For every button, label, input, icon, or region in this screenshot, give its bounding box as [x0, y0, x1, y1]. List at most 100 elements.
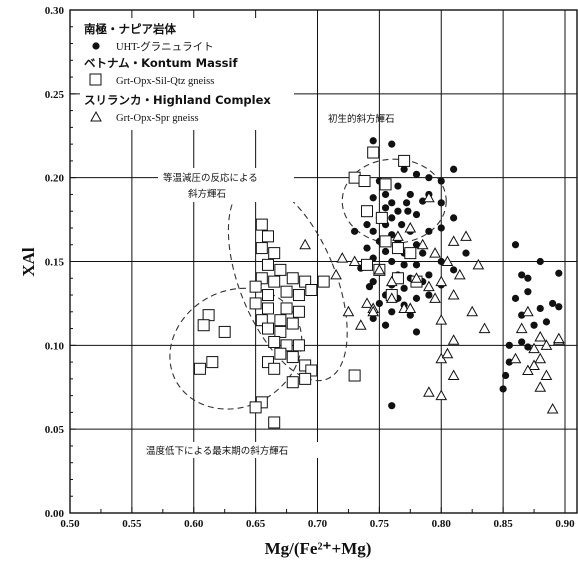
grt-opx-sil-qtz-point	[249, 401, 262, 414]
grt-opx-sil-qtz-point	[348, 369, 361, 382]
uht-granulite-point	[381, 190, 390, 199]
grt-opx-sil-qtz-point	[268, 335, 281, 348]
uht-granulite-point	[425, 227, 433, 235]
grt-opx-sil-qtz-point	[292, 339, 305, 352]
grt-opx-sil-qtz-point	[375, 211, 388, 224]
uht-granulite-point	[400, 284, 408, 292]
uht-granulite-point	[524, 343, 532, 351]
grt-opx-sil-qtz-point	[262, 289, 274, 302]
legend-square-marker	[89, 73, 102, 86]
grt-opx-spr-point	[385, 275, 398, 287]
legend-group1-label: UHT-グラニュライト	[116, 40, 214, 53]
grt-opx-spr-point	[342, 305, 355, 317]
uht-granulite-point	[437, 199, 445, 207]
legend-circle-marker	[92, 42, 100, 50]
grt-opx-spr-point	[447, 334, 460, 345]
grt-opx-sil-qtz-point	[379, 178, 392, 191]
uht-granulite-point	[450, 266, 458, 274]
grt-opx-spr-point	[404, 221, 417, 233]
uht-granulite-point	[400, 261, 408, 269]
x-tick-label: 0.75	[370, 518, 390, 530]
grt-opx-spr-point	[423, 191, 435, 203]
uht-granulite-point	[369, 137, 377, 145]
grt-opx-spr-point	[447, 289, 460, 300]
grt-opx-sil-qtz-point	[274, 347, 287, 360]
grt-opx-sil-qtz-point	[299, 275, 312, 288]
grt-opx-sil-qtz-point	[391, 242, 404, 255]
grt-opx-spr-point	[528, 359, 540, 370]
grt-opx-sil-qtz-point	[197, 319, 210, 332]
uht-granulite-point	[518, 271, 526, 279]
uht-granulite-point	[462, 249, 470, 257]
grt-opx-spr-point	[447, 369, 460, 381]
legend-background	[80, 18, 294, 130]
grt-opx-spr-point	[354, 319, 367, 330]
annotation-primary-opx: 初生的斜方輝石	[328, 113, 395, 125]
uht-granulite-point	[398, 221, 406, 229]
uht-granulite-point	[499, 385, 507, 393]
uht-granulite-point	[524, 288, 532, 296]
uht-granulite-point	[450, 165, 458, 173]
uht-granulite-point	[406, 190, 414, 199]
legend-group2-title: ベトナム・Kontum Massif	[84, 56, 238, 70]
grt-opx-spr-point	[423, 280, 435, 292]
grt-opx-spr-point	[534, 352, 547, 364]
uht-granulite-point	[381, 247, 390, 256]
grt-opx-spr-point	[429, 247, 441, 258]
grt-opx-spr-point	[460, 230, 472, 241]
grt-opx-spr-point	[410, 272, 423, 283]
grt-opx-sil-qtz-point	[262, 356, 274, 369]
grt-opx-sil-qtz-point	[361, 205, 373, 218]
uht-granulite-point	[412, 241, 421, 249]
grt-opx-spr-point	[392, 230, 404, 241]
grt-opx-spr-point	[472, 258, 485, 270]
grt-opx-spr-point	[453, 268, 466, 280]
grt-opx-sil-qtz-point	[286, 317, 299, 330]
x-tick-label: 0.55	[122, 518, 142, 530]
uht-granulite-point	[518, 338, 526, 346]
uht-granulite-point	[419, 197, 427, 205]
uht-granulite-point	[394, 182, 402, 190]
uht-granulite-point	[437, 224, 445, 232]
grt-opx-spr-point	[330, 268, 342, 280]
uht-granulite-point	[381, 204, 390, 212]
grt-opx-spr-point	[435, 389, 448, 401]
uht-granulite-point	[425, 174, 433, 182]
uht-granulite-point	[505, 341, 513, 349]
grt-opx-sil-qtz-point	[274, 325, 287, 338]
grt-opx-spr-point	[522, 364, 534, 375]
grt-opx-sil-qtz-point	[249, 297, 262, 310]
y-tick-label: 0.30	[45, 5, 65, 17]
annotation-cooling-opx: 温度低下による最末期の斜方輝石	[146, 445, 288, 457]
annotation-cooling-bg	[143, 442, 341, 458]
uht-granulite-point	[406, 311, 414, 319]
x-tick-label: 0.70	[308, 518, 328, 530]
grt-opx-sil-qtz-point	[193, 362, 206, 375]
grt-opx-spr-point	[348, 255, 361, 266]
y-tick-label: 0.10	[45, 340, 65, 352]
uht-granulite-point	[369, 194, 377, 202]
grt-opx-sil-qtz-point	[268, 247, 281, 260]
axis-ticks: 0.50 0.55 0.60 0.65 0.70 0.75 0.80 0.85 0.90 0.00…	[45, 5, 575, 530]
uht-granulite-point	[412, 170, 421, 178]
y-tick-label: 0.15	[45, 257, 65, 269]
uht-granulite-point	[530, 321, 538, 329]
annotation-isothermal-line1: 等温減圧の反応による	[163, 172, 258, 184]
grt-opx-spr-point	[423, 386, 435, 397]
uht-granulite-point	[388, 257, 396, 266]
grt-opx-spr-point	[540, 369, 553, 381]
grt-opx-sil-qtz-point	[255, 242, 268, 255]
grt-opx-sil-qtz-point	[404, 247, 417, 260]
grt-opx-spr-point	[385, 292, 398, 303]
grt-opx-sil-qtz-point	[286, 272, 299, 285]
grt-opx-sil-qtz-point	[274, 263, 287, 276]
grt-opx-sil-qtz-point	[398, 154, 411, 167]
grt-opx-sil-qtz-point	[262, 302, 274, 315]
grt-opx-sil-qtz-point	[218, 325, 231, 338]
uht-granulite-point	[388, 402, 396, 410]
grt-opx-sil-qtz-point	[367, 146, 380, 159]
uht-granulite-point	[388, 140, 396, 148]
legend: 南極・ナピア岩体 UHT-グラニュライト ベトナム・Kontum Massif …	[80, 18, 294, 130]
grt-opx-sil-qtz-point	[361, 258, 373, 271]
uht-granulite-point	[388, 199, 396, 207]
